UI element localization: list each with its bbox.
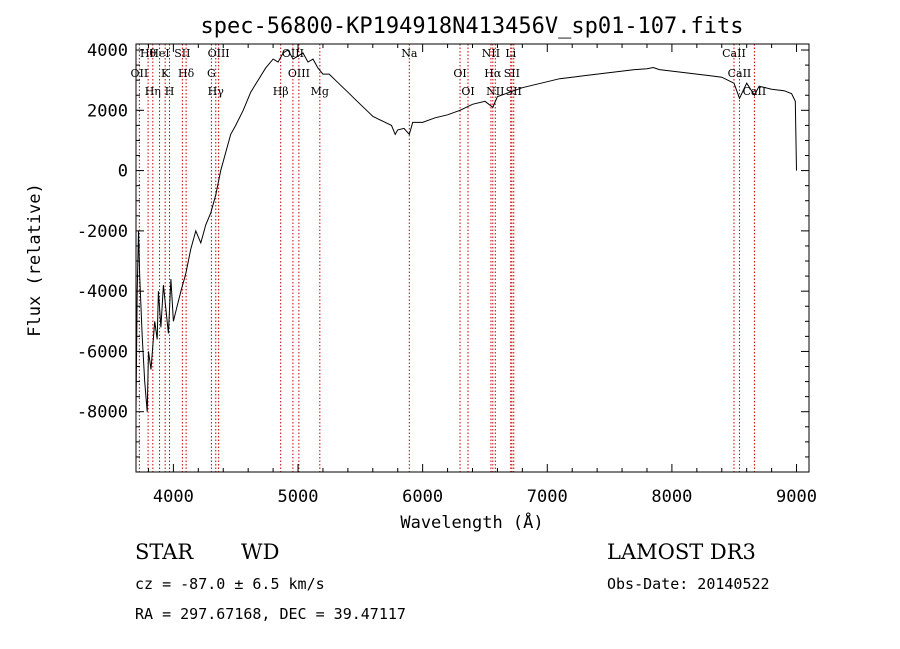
observation-date: Obs-Date: 20140522 — [607, 575, 770, 593]
line-label-8: Hγ — [208, 85, 225, 98]
line-label-25: CaII — [728, 67, 752, 80]
line-label-19: Hα — [484, 67, 502, 80]
y-tick-label-2: -4000 — [77, 282, 128, 302]
x-tick-label-5: 9000 — [776, 487, 817, 507]
line-label-24: CaII — [722, 47, 746, 60]
line-label-26: CaII — [743, 85, 767, 98]
line-label-4: K — [161, 67, 170, 80]
line-label-16: OI — [453, 67, 466, 80]
y-tick-label-4: 0 — [118, 162, 128, 182]
spectrum-line — [135, 49, 797, 412]
line-label-14: Mg — [311, 85, 329, 98]
x-tick-label-4: 8000 — [651, 487, 692, 507]
line-label-5: H — [165, 85, 175, 98]
y-tick-label-6: 4000 — [87, 41, 128, 61]
x-tick-label-0: 4000 — [153, 487, 194, 507]
y-axis-label: Flux (relative) — [25, 183, 45, 337]
redshift-velocity: cz = -87.0 ± 6.5 km/s — [135, 575, 325, 593]
coordinates: RA = 297.67168, DEC = 39.47117 — [135, 605, 406, 623]
object-subclass: WD — [241, 540, 279, 564]
y-tick-label-0: -8000 — [77, 403, 128, 423]
line-label-22: SII — [504, 67, 520, 80]
plot-frame — [135, 43, 810, 473]
line-label-7: Hδ — [178, 67, 195, 80]
y-tick-label-3: -2000 — [77, 222, 128, 242]
chart-title: spec-56800-KP194918N413456V_sp01-107.fit… — [200, 14, 743, 39]
line-label-21: Li — [505, 47, 516, 60]
line-label-3: HeI — [149, 47, 169, 60]
object-class: STAR — [135, 540, 194, 564]
line-label-6: SII — [174, 47, 190, 60]
x-tick-label-3: 7000 — [527, 487, 568, 507]
line-markers — [138, 44, 755, 472]
line-label-10: G — [207, 67, 216, 80]
x-tick-label-2: 6000 — [402, 487, 443, 507]
line-label-20: NII — [486, 85, 504, 98]
line-label-0: Hθ — [140, 47, 157, 60]
x-tick-label-1: 5000 — [278, 487, 319, 507]
line-label-1: OII — [131, 67, 149, 80]
x-axis-ticks: 4000 5000 6000 7000 8000 9000 — [147, 44, 817, 507]
line-label-11: Hβ — [273, 85, 289, 98]
x-axis-label: Wavelength (Å) — [400, 511, 543, 533]
line-label-17: OI — [461, 85, 474, 98]
line-label-15: Na — [401, 47, 418, 60]
line-label-18: NII — [482, 47, 500, 60]
y-axis-ticks: -8000 -6000 -4000 -2000 0 2000 4000 — [77, 41, 809, 458]
y-tick-label-5: 2000 — [87, 101, 128, 121]
line-labels: HθOIIHηHeIKHSIIHδHγOIIIGHβOIIIOIIIMgNaOI… — [131, 47, 767, 98]
line-label-2: Hη — [145, 85, 161, 98]
line-label-23: SII — [506, 85, 522, 98]
line-label-9: OIII — [208, 47, 230, 60]
survey-label: LAMOST DR3 — [607, 540, 756, 564]
y-tick-label-1: -6000 — [77, 342, 128, 362]
line-label-13: OIII — [288, 67, 310, 80]
